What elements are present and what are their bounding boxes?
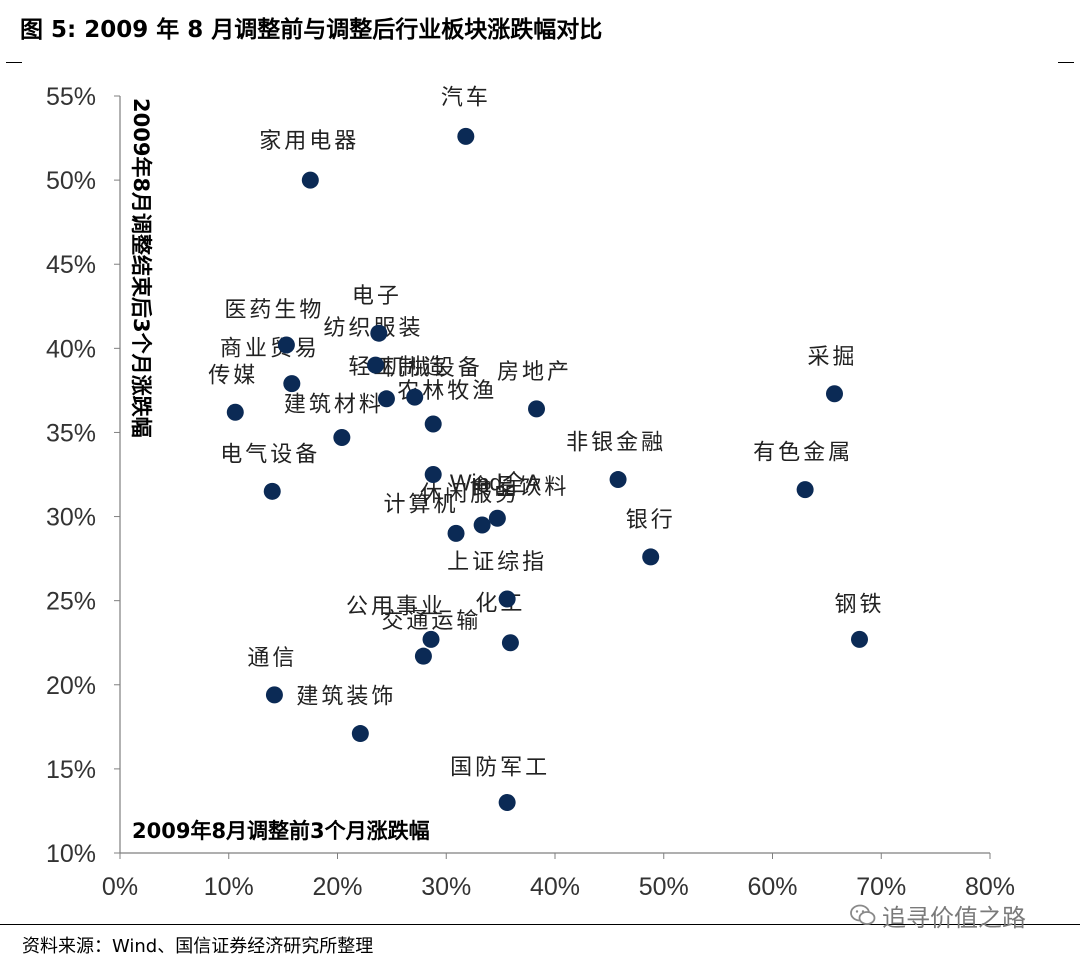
data-point [422,630,440,648]
point-label: 通信 [247,646,297,671]
x-tick-label: 60% [747,873,797,901]
x-tick-label: 0% [102,873,138,901]
point-label: Wind全A [450,470,541,496]
data-point [447,524,465,542]
y-tick-label: 15% [46,756,96,784]
x-axis-title: 2009年8月调整前3个月涨跌幅 [132,819,430,843]
data-points [226,127,868,812]
data-point [457,127,475,145]
data-point [370,324,388,342]
header-rule-left [6,62,22,63]
x-tick-label: 10% [204,873,254,901]
x-tick-label: 70% [856,873,906,901]
data-point [283,375,301,393]
data-point [528,400,546,418]
header-rule-right [1058,62,1074,63]
point-label: 非银金融 [566,431,666,456]
y-tick-label: 40% [46,335,96,363]
point-label: 钢铁 [834,592,884,617]
y-tick-label: 20% [46,672,96,700]
y-axis-title: 2009年8月调整结束后3个月涨跌幅 [129,98,153,438]
point-label: 轻工制造 [348,355,448,380]
data-point [263,482,281,500]
point-label: 家用电器 [259,129,359,154]
x-tick-label: 80% [965,873,1015,901]
y-tick-label: 55% [46,83,96,111]
data-point [406,388,424,406]
data-point [226,403,244,421]
data-point [367,356,385,374]
axis-titles: 2009年8月调整前3个月涨跌幅 2009年8月调整结束后3个月涨跌幅 [129,98,430,843]
point-label: 建筑材料 [284,392,384,417]
source-note: 资料来源：Wind、国信证券经济研究所整理 [22,936,374,957]
x-tick-label: 30% [421,873,471,901]
data-point [473,516,491,534]
point-label: 采掘 [807,345,857,370]
data-point [851,630,868,648]
point-label: 公用事业 [346,594,446,619]
data-point [377,390,395,408]
point-label: 计算机 [384,492,459,517]
data-point [796,481,814,499]
data-point [424,466,442,483]
data-point [498,590,516,608]
wechat-icon [850,904,876,932]
point-label: 有色金属 [753,441,853,466]
point-label: 国防军工 [450,756,550,781]
watermark: 追寻价值之路 [850,898,1026,933]
watermark-text: 追寻价值之路 [882,904,1026,932]
data-point [333,428,351,446]
data-point [265,686,283,704]
data-point [609,471,627,489]
point-label: 电子 [352,284,402,309]
figure-title: 图 5: 2009 年 8 月调整前与调整后行业板块涨跌幅对比 [20,17,603,43]
data-point [488,509,506,527]
point-labels: 汽车家用电器医药生物商业贸易电子纺织服装轻工制造机械设备传媒建筑材料农林牧渔房地… [208,85,884,781]
point-label: 传媒 [208,363,258,388]
footer-rule [0,924,1080,925]
data-point [642,548,660,566]
data-point [351,725,369,743]
data-point [424,415,442,433]
y-tick-label: 30% [46,504,96,532]
y-tick-label: 25% [46,588,96,616]
point-label: 房地产 [497,360,572,385]
data-point [277,336,295,354]
data-point [501,634,519,652]
chart-ticks: 10%15%20%25%30%35%40%45%50%55%0% 10% 20% 30… [46,83,1015,901]
y-tick-label: 50% [46,167,96,195]
data-point [301,171,319,189]
point-label: 电气设备 [220,442,320,467]
x-tick-label: 20% [312,873,362,901]
point-label: 食品饮料 [469,475,569,500]
point-label: 汽车 [441,85,491,110]
point-label: 上证综指 [447,550,547,575]
data-point [498,794,516,812]
data-point [414,647,432,665]
point-label: 机械设备 [383,356,483,381]
data-point [825,385,843,403]
point-label: 银行 [626,508,676,533]
y-tick-label: 35% [46,419,96,447]
point-label: 建筑装饰 [296,685,396,710]
x-tick-label: 50% [639,873,689,901]
point-label: 商业贸易 [220,337,320,362]
point-label: 医药生物 [224,298,324,323]
y-tick-label: 10% [46,840,96,868]
y-tick-label: 45% [46,251,96,279]
x-tick-label: 40% [530,873,580,901]
point-label: 交通运输 [381,609,481,634]
point-label: 休闲服务 [420,482,520,507]
